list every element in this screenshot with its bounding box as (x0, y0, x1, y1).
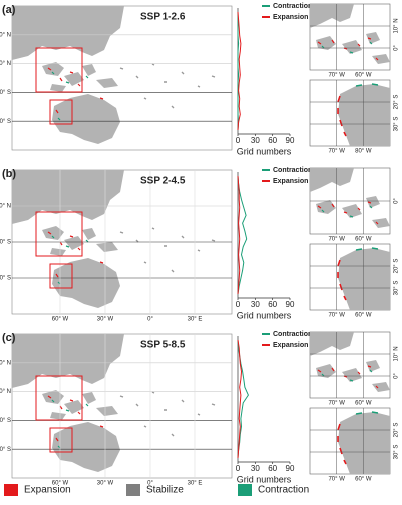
lat-label: 10° N (0, 61, 11, 67)
x-tick-label: 90 (286, 136, 295, 145)
lon-label: 30° W (97, 317, 114, 323)
x-tick-label: 60 (268, 300, 277, 309)
legend-label: Stabilize (146, 485, 184, 496)
lon-label: 0° (147, 317, 153, 323)
inset-lat-label: 0° (394, 45, 400, 51)
x-axis-title: Grid numbers (237, 310, 292, 320)
lon-label: 60° W (52, 317, 69, 323)
inset-lon-label: 70° W (328, 313, 345, 319)
lat-label: 30° N (0, 360, 11, 366)
inset-lon-label: 60° W (355, 401, 372, 407)
panel: 10° N 10° S 30° S 60° W 30° W 0° 30° E (b) SSP 2… (0, 167, 400, 323)
x-axis-title: Grid numbers (237, 146, 292, 156)
inset-lat-label: 30° S (394, 445, 400, 460)
x-tick-label: 90 (286, 464, 295, 473)
inset-lat-label: 30° S (394, 281, 400, 296)
x-tick-label: 30 (251, 464, 260, 473)
inset-lon-label: 60° W (355, 237, 372, 243)
inset-lon-label: 70° W (328, 401, 345, 407)
inset-lon-label: 70° W (328, 237, 345, 243)
inset-lat-label: 10° N (394, 18, 400, 33)
legend-label: Contraction (273, 3, 312, 10)
inset-lat-label: 0° (394, 198, 400, 204)
lat-label: 10° N (0, 204, 11, 210)
lat-label: 30° N (0, 32, 11, 38)
lon-label: 60° W (52, 481, 69, 487)
scenario-label: SSP 2-4.5 (140, 176, 186, 187)
inset-lat-label: 20° S (394, 95, 400, 110)
profile-line (237, 339, 243, 459)
x-tick-label: 0 (236, 464, 241, 473)
legend-label: Expansion (273, 14, 308, 21)
legend-label: Expansion (273, 342, 308, 349)
scenario-label: SSP 5-8.5 (140, 340, 186, 351)
focus-box (35, 47, 83, 93)
legend-swatch (4, 484, 18, 496)
legend-label: Contraction (258, 485, 309, 496)
panel: 30° N 10° N 10° S 30° S 60° W 30° W 0° 30° E (c)… (0, 331, 400, 487)
legend-label: Expansion (273, 178, 308, 185)
lon-label: 30° E (188, 317, 203, 323)
profile-line (237, 11, 242, 131)
inset-lon-label: 60° W (355, 73, 372, 79)
inset-lat-label: 20° S (394, 423, 400, 438)
inset-lon-label: 70° W (328, 73, 345, 79)
focus-box (49, 99, 73, 125)
x-tick-label: 0 (236, 136, 241, 145)
x-tick-label: 90 (286, 300, 295, 309)
inset-lon-label: 60° W (355, 477, 372, 483)
lon-label: 30° E (188, 481, 203, 487)
inset-lat-label: 0° (394, 373, 400, 379)
x-tick-label: 0 (236, 300, 241, 309)
focus-box (49, 263, 73, 289)
panel-label: (b) (2, 168, 16, 180)
inset-lon-label: 70° W (328, 477, 345, 483)
inset-lat-label: 10° N (394, 346, 400, 361)
inset-lon-label: 60° W (355, 313, 372, 319)
lat-label: 10° N (0, 389, 11, 395)
x-axis-title: Grid numbers (237, 474, 292, 484)
lat-label: 10° S (0, 90, 11, 96)
x-tick-label: 30 (251, 136, 260, 145)
legend-label: Contraction (273, 331, 312, 338)
lat-label: 10° S (0, 418, 11, 424)
inset-lat-label: 30° S (394, 117, 400, 132)
lon-label: 30° W (97, 481, 114, 487)
x-tick-label: 60 (268, 464, 277, 473)
legend-label: Expansion (24, 485, 71, 496)
inset-lon-label: 80° W (355, 149, 372, 155)
lat-label: 30° S (0, 447, 11, 453)
panel-label: (a) (2, 4, 16, 16)
x-tick-label: 30 (251, 300, 260, 309)
legend-swatch (126, 484, 140, 496)
focus-box (49, 427, 73, 453)
profile-line (237, 12, 240, 131)
lon-label: 0° (147, 481, 153, 487)
lat-label: 30° S (0, 119, 11, 125)
x-tick-label: 60 (268, 136, 277, 145)
lat-label: 10° S (0, 240, 11, 246)
profile-line (237, 175, 241, 295)
inset-lon-label: 70° W (328, 149, 345, 155)
lat-label: 30° S (0, 276, 11, 282)
inset-lat-label: 20° S (394, 259, 400, 274)
panel-label: (c) (2, 332, 16, 344)
scenario-label: SSP 1-2.6 (140, 12, 186, 23)
profile-line (237, 175, 248, 295)
focus-box (35, 211, 83, 257)
panel: 30° N 10° N 10° S 30° S (a) SSP 1-2.6 0 30 60 90G… (0, 3, 400, 157)
focus-box (35, 375, 83, 421)
legend-swatch (238, 484, 252, 496)
legend-label: Contraction (273, 167, 312, 174)
